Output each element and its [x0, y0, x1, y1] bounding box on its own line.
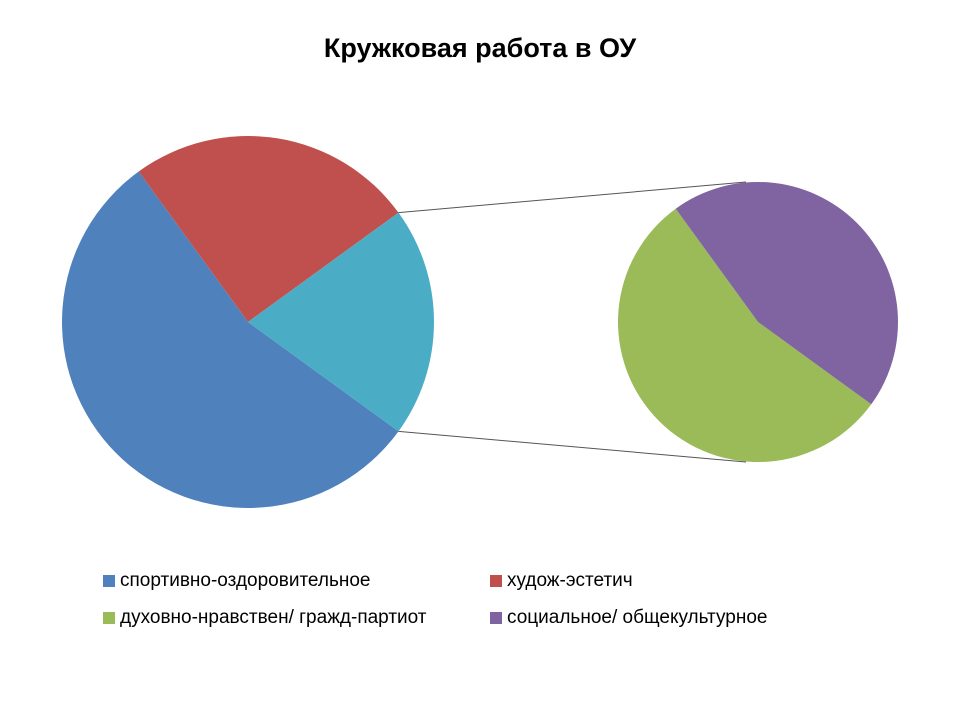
- pie-slice-other: [248, 212, 435, 432]
- secondary-slice: [675, 181, 899, 405]
- connector-line: [398, 181, 747, 214]
- pie-slice: [138, 135, 399, 322]
- connector-line: [398, 430, 747, 463]
- secondary-slice: [618, 208, 872, 462]
- legend-label: социальное/ общекультурное: [507, 607, 767, 628]
- legend-marker: [490, 575, 502, 587]
- legend-marker: [103, 612, 115, 624]
- legend-marker: [490, 612, 502, 624]
- pie-slice: [62, 171, 399, 509]
- legend-label: спортивно-оздоровительное: [120, 570, 370, 591]
- legend-marker: [103, 575, 115, 587]
- chart-title: Кружковая работа в ОУ: [324, 33, 637, 63]
- legend-label: духовно-нравствен/ гражд-партиот: [120, 607, 427, 628]
- legend-label: худож-эстетич: [507, 570, 633, 591]
